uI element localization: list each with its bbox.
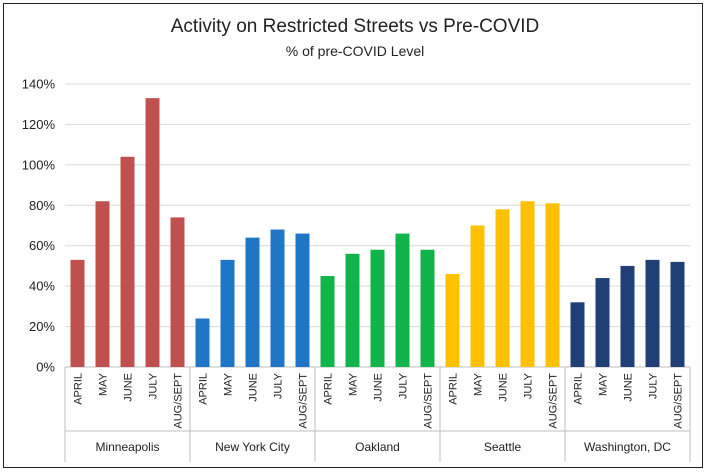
bar-new-york-city-april [195, 318, 210, 367]
bar-oakland-june [370, 249, 385, 367]
chart-subtitle: % of pre-COVID Level [285, 43, 425, 59]
bar-seattle-april [445, 274, 460, 367]
bar-seattle-may [470, 225, 485, 367]
bar-oakland-aug-sept [420, 249, 435, 367]
x-category-label: APRIL [448, 373, 460, 405]
y-tick-label: 140% [22, 77, 56, 92]
bar-oakland-may [345, 253, 360, 367]
x-category-label: AUG/SEPT [173, 373, 185, 429]
x-category-label: APRIL [73, 373, 85, 405]
x-category-label: MAY [348, 372, 360, 396]
x-category-label: MAY [473, 372, 485, 396]
bar-washington-dc-april [570, 302, 585, 367]
x-category-label: JUNE [623, 373, 635, 402]
x-category-label: MAY [598, 372, 610, 396]
x-category-label: JULY [148, 372, 160, 399]
x-category-label: MAY [223, 372, 235, 396]
x-category-label: MAY [98, 372, 110, 396]
bar-oakland-april [320, 276, 335, 367]
x-category-label: JULY [523, 372, 535, 399]
bar-seattle-june [495, 209, 510, 367]
group-label: Seattle [484, 440, 522, 454]
group-label: New York City [215, 440, 290, 454]
bar-washington-dc-aug-sept [670, 261, 685, 367]
bar-oakland-july [395, 233, 410, 367]
bar-new-york-city-may [220, 259, 235, 367]
x-category-label: AUG/SEPT [673, 373, 685, 429]
bar-new-york-city-june [245, 237, 260, 367]
y-tick-label: 80% [29, 198, 55, 213]
y-tick-label: 100% [22, 157, 56, 172]
y-tick-label: 40% [29, 279, 55, 294]
group-label: Minneapolis [95, 440, 159, 454]
y-tick-label: 60% [29, 238, 55, 253]
x-category-label: AUG/SEPT [423, 373, 435, 429]
group-label: Washington, DC [584, 440, 671, 454]
bar-washington-dc-may [595, 278, 610, 367]
bar-minneapolis-june [120, 156, 135, 367]
x-category-label: JUNE [123, 373, 135, 402]
x-category-label: JUNE [498, 373, 510, 402]
x-category-label: JUNE [248, 373, 260, 402]
bar-minneapolis-may [95, 201, 110, 367]
x-category-label: JULY [273, 372, 285, 399]
bar-new-york-city-aug-sept [295, 233, 310, 367]
bar-washington-dc-june [620, 265, 635, 367]
x-category-label: JULY [398, 372, 410, 399]
x-category-label: JUNE [373, 373, 385, 402]
group-label: Oakland [355, 440, 400, 454]
x-category-label: APRIL [198, 373, 210, 405]
x-category-label: APRIL [573, 373, 585, 405]
y-tick-label: 120% [22, 117, 56, 132]
chart-frame [3, 3, 703, 468]
bar-new-york-city-july [270, 229, 285, 367]
x-category-label: AUG/SEPT [548, 373, 560, 429]
x-category-label: JULY [648, 372, 660, 399]
bar-minneapolis-aug-sept [170, 217, 185, 367]
chart-title: Activity on Restricted Streets vs Pre-CO… [170, 16, 540, 37]
y-tick-label: 20% [29, 319, 55, 334]
bar-seattle-aug-sept [545, 203, 560, 367]
bar-washington-dc-july [645, 259, 660, 367]
bar-seattle-july [520, 201, 535, 367]
x-category-label: APRIL [323, 373, 335, 405]
bar-minneapolis-july [145, 98, 160, 368]
y-tick-label: 0% [36, 360, 55, 375]
x-category-label: AUG/SEPT [298, 373, 310, 429]
bar-minneapolis-april [70, 259, 85, 367]
